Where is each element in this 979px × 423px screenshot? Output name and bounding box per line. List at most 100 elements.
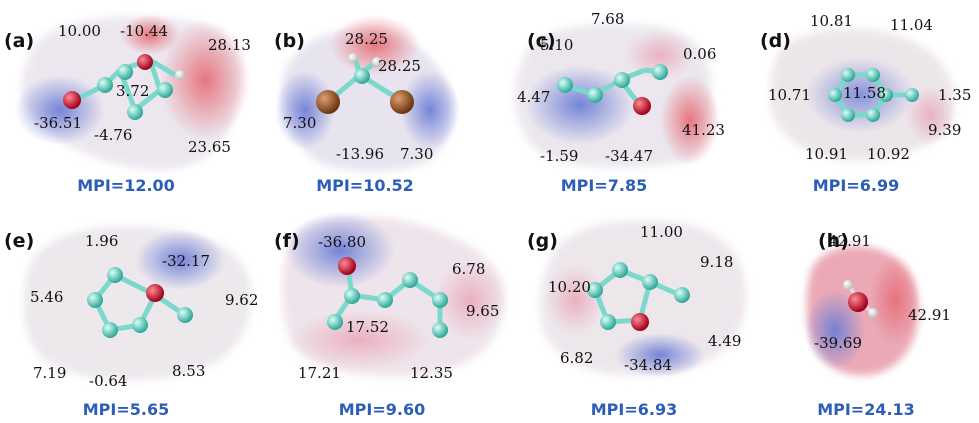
mep-value: 10.00: [58, 22, 101, 40]
carbon-atom: [432, 322, 448, 338]
mep-value: 8.53: [172, 362, 205, 380]
oxygen-atom: [63, 91, 81, 109]
mpi-label: MPI=7.85: [561, 176, 647, 195]
mep-value: 10.81: [810, 12, 853, 30]
hydrogen-atom: [372, 57, 382, 67]
carbon-atom: [866, 68, 880, 82]
mep-value: 5.10: [540, 36, 573, 54]
mep-value: 12.35: [410, 364, 453, 382]
hydrogen-atom: [348, 53, 358, 63]
oxygen-atom: [633, 97, 651, 115]
mpi-label: MPI=6.93: [591, 400, 677, 419]
mep-value: 9.39: [928, 121, 961, 139]
panel-a: (a) 10.00 -10.44 28.13 3.72 -36.51 -4.76…: [4, 15, 251, 195]
carbon-atom: [879, 88, 893, 102]
mep-value: -32.17: [162, 252, 210, 270]
mep-value: -34.84: [624, 356, 672, 374]
carbon-atom: [600, 314, 616, 330]
hydrogen-atom: [868, 308, 878, 318]
panel-e: (e) 1.96 -32.17 5.46 9.62 7.19 -0.64 8.5…: [4, 226, 258, 419]
hydrogen-atom: [175, 70, 185, 80]
panel-c: (c) 7.68 5.10 0.06 4.47 41.23 -1.59 -34.…: [515, 10, 725, 195]
mep-value: 28.13: [208, 36, 251, 54]
mep-value: -39.69: [814, 334, 862, 352]
mep-value: 42.91: [828, 232, 871, 250]
mep-value: 10.92: [867, 145, 910, 163]
panel-f: (f) -36.80 6.78 9.65 17.52 17.21 12.35 M…: [274, 212, 506, 419]
carbon-atom: [614, 72, 630, 88]
mep-value: 17.52: [346, 318, 389, 336]
mep-value: 6.82: [560, 349, 593, 367]
mep-value: 10.20: [548, 278, 591, 296]
mep-value: 5.46: [30, 288, 63, 306]
mep-value: 6.78: [452, 260, 485, 278]
carbon-atom: [102, 322, 118, 338]
mep-value: 17.21: [298, 364, 341, 382]
carbon-atom: [642, 274, 658, 290]
bromine-atom: [390, 90, 414, 114]
panel-label: (b): [274, 30, 305, 52]
carbon-atom: [587, 87, 603, 103]
panel-label: (c): [527, 30, 556, 52]
oxygen-atom: [137, 54, 153, 70]
mep-value: 9.18: [700, 253, 733, 271]
carbon-atom: [132, 317, 148, 333]
mep-value: 4.49: [708, 332, 741, 350]
mep-value: 11.04: [890, 16, 933, 34]
mep-value: 11.00: [640, 223, 683, 241]
oxygen-atom: [848, 292, 868, 312]
mep-value: 28.25: [378, 57, 421, 75]
carbon-atom: [97, 77, 113, 93]
panel-d: (d) 10.81 11.04 10.71 11.58 1.35 9.39 10…: [760, 12, 971, 195]
carbon-atom: [127, 104, 143, 120]
panel-label: (g): [527, 230, 558, 252]
mep-value: -34.47: [605, 147, 653, 165]
carbon-atom: [177, 307, 193, 323]
carbon-atom: [905, 88, 919, 102]
carbon-atom: [432, 292, 448, 308]
mep-surface: [539, 220, 746, 376]
mep-value: -4.76: [94, 126, 132, 144]
mep-value: 1.35: [938, 86, 971, 104]
bromine-atom: [316, 90, 340, 114]
mep-value: 42.91: [908, 306, 951, 324]
carbon-atom: [828, 88, 842, 102]
mep-value: -1.59: [540, 147, 578, 165]
panel-label: (a): [4, 30, 34, 52]
mep-value: 3.72: [116, 82, 149, 100]
mep-value: 28.25: [345, 30, 388, 48]
mep-value: 7.19: [33, 364, 66, 382]
mep-value: 7.30: [283, 114, 316, 132]
carbon-atom: [841, 108, 855, 122]
mep-value: -13.96: [336, 145, 384, 163]
panel-label: (e): [4, 230, 34, 252]
carbon-atom: [344, 288, 360, 304]
mpi-label: MPI=10.52: [316, 176, 414, 195]
panel-b: (b) 28.25 28.25 7.30 -13.96 7.30 MPI=10.…: [274, 15, 460, 195]
mep-value: -10.44: [120, 22, 168, 40]
mep-value: -0.64: [89, 372, 127, 390]
carbon-atom: [612, 262, 628, 278]
carbon-atom: [107, 267, 123, 283]
mep-value: -36.51: [34, 114, 82, 132]
mpi-label: MPI=12.00: [77, 176, 175, 195]
mep-value: 1.96: [85, 232, 118, 250]
hydrogen-atom: [843, 280, 853, 290]
mpi-label: MPI=9.60: [339, 400, 425, 419]
panel-label: (d): [760, 30, 791, 52]
carbon-atom: [557, 77, 573, 93]
panel-label: (h): [818, 230, 849, 252]
oxygen-atom: [338, 257, 356, 275]
oxygen-atom: [146, 284, 164, 302]
mep-value: 7.30: [400, 145, 433, 163]
mep-value: 4.47: [517, 88, 550, 106]
mep-value: 10.71: [768, 86, 811, 104]
panel-label: (f): [274, 230, 300, 252]
carbon-atom: [354, 68, 370, 84]
carbon-atom: [87, 292, 103, 308]
mep-value: 23.65: [188, 138, 231, 156]
carbon-atom: [377, 292, 393, 308]
carbon-atom: [327, 314, 343, 330]
carbon-atom: [674, 287, 690, 303]
mep-value: 41.23: [682, 121, 725, 139]
